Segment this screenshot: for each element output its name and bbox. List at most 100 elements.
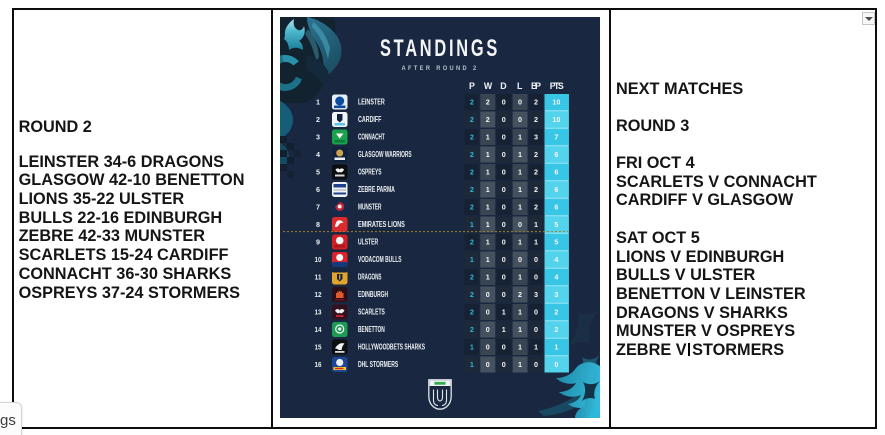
svg-text:GLASGOW WARRIORS: GLASGOW WARRIORS [358,150,412,159]
svg-text:2: 2 [470,97,474,106]
svg-text:4: 4 [554,255,558,264]
svg-text:1: 1 [470,342,474,351]
svg-text:5: 5 [316,167,320,176]
svg-text:0: 0 [486,342,490,351]
svg-text:1: 1 [518,325,522,334]
svg-text:6: 6 [554,202,558,211]
svg-text:0: 0 [534,307,538,316]
svg-text:CARDIFF: CARDIFF [358,115,382,124]
svg-text:DRAGONS: DRAGONS [358,272,381,281]
svg-text:PTS: PTS [550,81,564,91]
svg-text:15: 15 [315,342,322,351]
svg-text:3: 3 [534,290,538,299]
svg-text:2: 2 [470,185,474,194]
svg-text:7: 7 [554,132,558,141]
svg-text:1: 1 [486,255,490,264]
svg-text:ZEBRE PARMA: ZEBRE PARMA [358,185,395,194]
svg-text:1: 1 [518,307,522,316]
svg-text:13: 13 [315,307,322,316]
svg-text:1: 1 [534,220,538,229]
svg-text:0: 0 [534,325,538,334]
svg-text:1: 1 [534,342,538,351]
svg-text:1: 1 [518,360,522,369]
svg-text:2: 2 [470,237,474,246]
svg-text:0: 0 [518,97,522,106]
svg-text:1: 1 [518,132,522,141]
svg-text:2: 2 [486,115,490,124]
svg-text:LEINSTER: LEINSTER [358,97,385,106]
svg-text:0: 0 [554,360,558,369]
svg-text:1: 1 [486,150,490,159]
svg-text:4: 4 [316,150,321,159]
svg-text:1: 1 [486,132,490,141]
svg-text:7: 7 [316,202,320,211]
svg-text:4: 4 [554,272,558,281]
svg-text:10: 10 [552,97,560,106]
svg-text:0: 0 [502,132,506,141]
svg-text:EDINBURGH: EDINBURGH [358,290,388,299]
svg-text:2: 2 [470,132,474,141]
svg-text:2: 2 [534,185,538,194]
svg-text:OSPREYS: OSPREYS [358,167,381,176]
svg-text:L: L [517,81,523,91]
svg-text:0: 0 [486,290,490,299]
svg-text:5: 5 [554,237,558,246]
svg-text:1: 1 [502,307,506,316]
svg-text:ULSTER: ULSTER [358,237,378,246]
svg-text:0: 0 [502,220,506,229]
svg-text:SCARLETS: SCARLETS [358,307,385,316]
svg-text:1: 1 [486,185,490,194]
svg-text:DHL STORMERS: DHL STORMERS [358,360,398,369]
svg-text:1: 1 [486,202,490,211]
svg-text:2: 2 [534,202,538,211]
svg-text:1: 1 [316,97,320,106]
svg-text:0: 0 [534,360,538,369]
svg-text:P: P [469,81,475,91]
svg-text:6: 6 [554,185,558,194]
svg-text:2: 2 [534,97,538,106]
svg-text:1: 1 [518,185,522,194]
svg-text:2: 2 [534,115,538,124]
svg-text:2: 2 [534,167,538,176]
svg-text:5: 5 [554,220,558,229]
svg-text:2: 2 [486,97,490,106]
svg-text:0: 0 [502,202,506,211]
svg-text:0: 0 [502,290,506,299]
svg-text:10: 10 [552,115,560,124]
svg-text:11: 11 [315,272,322,281]
svg-text:BP: BP [531,81,541,91]
svg-text:6: 6 [554,150,558,159]
svg-text:3: 3 [534,132,538,141]
svg-text:AFTER ROUND 2: AFTER ROUND 2 [402,65,479,72]
svg-text:12: 12 [315,290,322,299]
svg-text:BENETTON: BENETTON [358,325,385,334]
svg-text:1: 1 [518,202,522,211]
svg-text:D: D [500,81,506,91]
svg-text:2: 2 [554,325,558,334]
svg-text:2: 2 [470,167,474,176]
svg-text:3: 3 [554,290,558,299]
svg-text:2: 2 [470,290,474,299]
svg-text:0: 0 [502,342,506,351]
svg-text:16: 16 [315,360,322,369]
svg-text:1: 1 [534,237,538,246]
svg-text:2: 2 [554,307,558,316]
svg-text:2: 2 [470,272,474,281]
svg-text:1: 1 [486,220,490,229]
svg-text:2: 2 [470,307,474,316]
svg-text:0: 0 [534,255,538,264]
svg-text:0: 0 [486,360,490,369]
svg-text:0: 0 [534,272,538,281]
svg-text:0: 0 [502,255,506,264]
svg-text:W: W [484,81,493,91]
svg-text:EMIRATES LIONS: EMIRATES LIONS [358,220,405,229]
svg-text:10: 10 [315,255,322,264]
svg-text:0: 0 [502,97,506,106]
svg-text:1: 1 [486,272,490,281]
svg-text:0: 0 [518,220,522,229]
svg-text:0: 0 [502,150,506,159]
svg-text:1: 1 [470,255,474,264]
svg-text:1: 1 [486,167,490,176]
svg-text:0: 0 [518,255,522,264]
svg-text:0: 0 [502,185,506,194]
